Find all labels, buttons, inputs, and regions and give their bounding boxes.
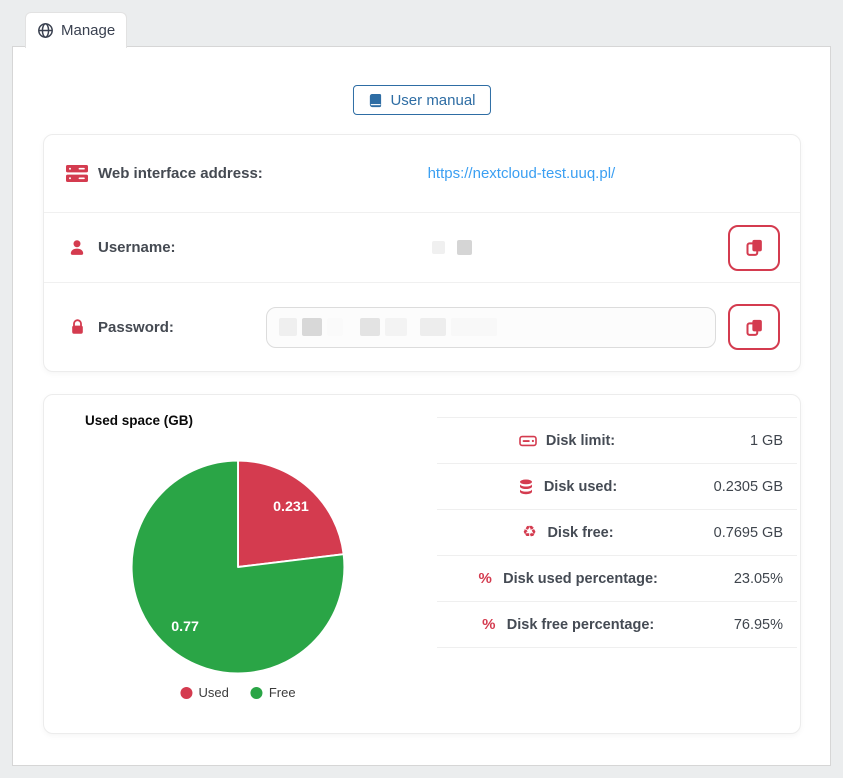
percent-icon: % bbox=[482, 616, 496, 633]
disk-stats-table: Disk limit: 1 GB Disk used: 0.2305 GB ♻ … bbox=[437, 417, 797, 648]
stat-value: 76.95% bbox=[733, 616, 783, 633]
database-icon bbox=[517, 479, 535, 495]
lock-icon bbox=[64, 318, 90, 336]
user-manual-label: User manual bbox=[390, 91, 476, 109]
user-icon bbox=[64, 239, 90, 257]
username-label: Username: bbox=[98, 239, 176, 256]
legend-item-used[interactable]: Used bbox=[180, 685, 229, 700]
recycle-icon: ♻ bbox=[522, 523, 537, 541]
used-space-pie-chart: 0.231 0.77 bbox=[130, 459, 346, 675]
percent-icon: % bbox=[478, 570, 492, 587]
redacted-password-block bbox=[302, 318, 322, 336]
stat-value: 0.2305 GB bbox=[713, 478, 783, 495]
web-address-row: Web interface address: https://nextcloud… bbox=[44, 135, 800, 213]
stat-row-disk-used-percentage: % Disk used percentage: 23.05% bbox=[437, 556, 797, 602]
redacted-password-block bbox=[451, 318, 497, 336]
username-value bbox=[176, 240, 728, 255]
main-panel: User manual Web interface address: https… bbox=[12, 46, 831, 766]
legend-item-free[interactable]: Free bbox=[250, 685, 296, 700]
legend-dot-free bbox=[250, 686, 263, 699]
pie-slice-used[interactable] bbox=[237, 459, 345, 568]
pie-label-free: 0.77 bbox=[171, 619, 199, 635]
copy-password-button[interactable] bbox=[728, 304, 780, 350]
stat-value: 0.7695 GB bbox=[713, 524, 783, 541]
disk-usage-card: Used space (GB) 0.231 0.77 Used Free bbox=[43, 394, 801, 734]
stat-label: Disk used: bbox=[543, 478, 618, 495]
redacted-password-block bbox=[385, 318, 407, 336]
password-label: Password: bbox=[98, 318, 174, 336]
stat-row-disk-free-percentage: % Disk free percentage: 76.95% bbox=[437, 602, 797, 648]
tab-manage[interactable]: Manage bbox=[25, 12, 128, 48]
credentials-card: Web interface address: https://nextcloud… bbox=[43, 134, 801, 372]
copy-icon bbox=[745, 238, 764, 257]
username-row: Username: bbox=[44, 213, 800, 283]
stat-label: Disk free: bbox=[547, 524, 614, 541]
password-field[interactable] bbox=[266, 306, 716, 348]
tab-manage-label: Manage bbox=[61, 22, 116, 39]
legend-label-free: Free bbox=[268, 685, 296, 700]
redacted-username-block bbox=[456, 240, 472, 255]
stat-label: Disk used percentage: bbox=[503, 570, 658, 587]
web-address-link[interactable]: https://nextcloud-test.uuq.pl/ bbox=[427, 164, 616, 182]
stat-value: 1 GB bbox=[749, 432, 783, 449]
stat-label: Disk limit: bbox=[545, 432, 616, 449]
globe-icon bbox=[37, 22, 54, 39]
pie-slice-free[interactable] bbox=[130, 459, 346, 675]
legend-label-used: Used bbox=[198, 685, 229, 700]
book-icon bbox=[367, 93, 382, 108]
stat-row-disk-limit: Disk limit: 1 GB bbox=[437, 418, 797, 464]
pie-label-used: 0.231 bbox=[273, 499, 309, 515]
redacted-password-block bbox=[279, 318, 297, 336]
legend-dot-used bbox=[180, 686, 193, 699]
redacted-password-block bbox=[420, 318, 446, 336]
redacted-password-block bbox=[360, 318, 380, 336]
web-address-label: Web interface address: bbox=[98, 165, 263, 182]
stat-row-disk-free: ♻ Disk free: 0.7695 GB bbox=[437, 510, 797, 556]
server-icon bbox=[64, 163, 90, 184]
redacted-password-block bbox=[327, 318, 343, 336]
chart-title: Used space (GB) bbox=[85, 413, 194, 428]
copy-username-button[interactable] bbox=[728, 224, 780, 271]
copy-icon bbox=[745, 318, 764, 337]
user-manual-button[interactable]: User manual bbox=[352, 85, 491, 115]
web-address-link-zone: https://nextcloud-test.uuq.pl/ bbox=[263, 165, 780, 183]
hdd-icon bbox=[519, 434, 537, 448]
stat-value: 23.05% bbox=[733, 570, 783, 587]
stat-row-disk-used: Disk used: 0.2305 GB bbox=[437, 464, 797, 510]
redacted-username-block bbox=[431, 241, 445, 254]
chart-legend: Used Free bbox=[180, 685, 296, 700]
password-row: Password: bbox=[44, 283, 800, 371]
stat-label: Disk free percentage: bbox=[506, 616, 655, 633]
